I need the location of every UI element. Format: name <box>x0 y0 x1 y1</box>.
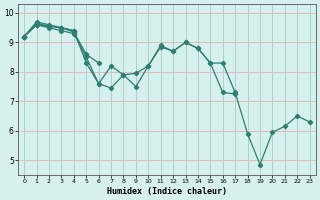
X-axis label: Humidex (Indice chaleur): Humidex (Indice chaleur) <box>107 187 227 196</box>
